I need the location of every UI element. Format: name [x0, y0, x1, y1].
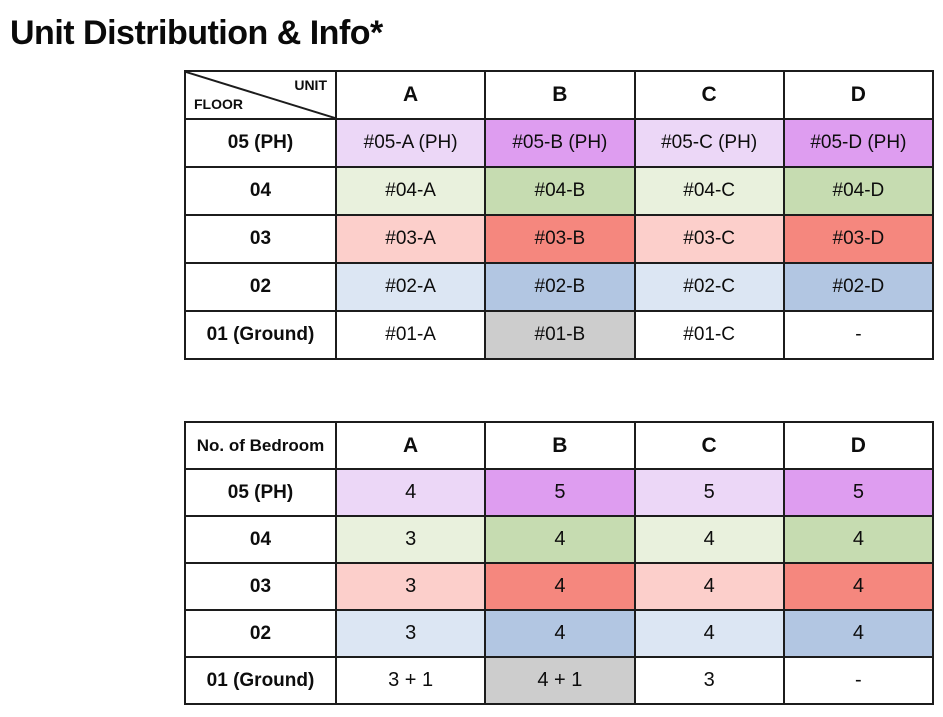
page-title: Unit Distribution & Info*: [10, 14, 383, 52]
unit-cell: #01-C: [633, 310, 785, 360]
bedroom-cell: 5: [633, 468, 785, 517]
unit-cell: #01-B: [484, 310, 636, 360]
bedroom-count-table: No. of Bedroom A B C D 05 (PH) 4 5 5 5 0…: [184, 421, 935, 705]
bedroom-cell: 3: [334, 562, 487, 611]
unit-cell: #01-A: [334, 310, 487, 360]
unit-cell: #04-A: [334, 166, 487, 216]
diagonal-divider: [186, 72, 335, 118]
unit-cell: #03-C: [633, 214, 785, 264]
table-row: 01 (Ground) 3 + 1 4 + 1 3 -: [184, 656, 935, 705]
unit-cell: #03-D: [782, 214, 935, 264]
table-row: 05 (PH) 4 5 5 5: [184, 468, 935, 517]
column-header-b: B: [484, 70, 636, 120]
column-header-c: C: [633, 421, 785, 470]
column-header-c: C: [633, 70, 785, 120]
corner-floor-label: FLOOR: [194, 96, 243, 112]
column-header-d: D: [782, 70, 935, 120]
floor-label: 04: [184, 166, 337, 216]
bedroom-cell: 3 + 1: [334, 656, 487, 705]
column-header-d: D: [782, 421, 935, 470]
floor-label: 03: [184, 214, 337, 264]
unit-distribution-table: UNIT FLOOR A B C D 05 (PH) #05-A (PH) #0…: [184, 70, 935, 360]
bedroom-cell: 4: [484, 562, 636, 611]
bedroom-cell: 4: [782, 515, 935, 564]
table-row: 03 3 4 4 4: [184, 562, 935, 611]
bedroom-cell: 3: [334, 515, 487, 564]
bedroom-header-label: No. of Bedroom: [184, 421, 337, 470]
unit-cell: #02-D: [782, 262, 935, 312]
bedroom-cell: 4: [633, 515, 785, 564]
floor-label: 02: [184, 609, 337, 658]
table-row: 04 3 4 4 4: [184, 515, 935, 564]
bedroom-table-header-row: No. of Bedroom A B C D: [184, 421, 935, 470]
floor-label: 01 (Ground): [184, 656, 337, 705]
table-row: 02 #02-A #02-B #02-C #02-D: [184, 262, 935, 312]
floor-label: 04: [184, 515, 337, 564]
unit-table-header-row: UNIT FLOOR A B C D: [184, 70, 935, 120]
unit-cell: #02-A: [334, 262, 487, 312]
table-row: 02 3 4 4 4: [184, 609, 935, 658]
bedroom-cell: 4: [484, 609, 636, 658]
unit-cell: #05-D (PH): [782, 118, 935, 168]
corner-unit-label: UNIT: [294, 77, 327, 93]
table-row: 01 (Ground) #01-A #01-B #01-C -: [184, 310, 935, 360]
bedroom-cell: 3: [633, 656, 785, 705]
bedroom-cell: 4: [782, 562, 935, 611]
bedroom-cell: 4: [782, 609, 935, 658]
unit-cell: #03-B: [484, 214, 636, 264]
floor-label: 05 (PH): [184, 468, 337, 517]
bedroom-cell: 4: [334, 468, 487, 517]
bedroom-cell: 5: [782, 468, 935, 517]
column-header-b: B: [484, 421, 636, 470]
bedroom-cell: 4 + 1: [484, 656, 636, 705]
unit-cell: #05-C (PH): [633, 118, 785, 168]
table-row: 04 #04-A #04-B #04-C #04-D: [184, 166, 935, 216]
bedroom-cell: -: [782, 656, 935, 705]
bedroom-cell: 5: [484, 468, 636, 517]
table-row: 03 #03-A #03-B #03-C #03-D: [184, 214, 935, 264]
unit-cell: #04-C: [633, 166, 785, 216]
bedroom-cell: 4: [484, 515, 636, 564]
floor-unit-corner-cell: UNIT FLOOR: [184, 70, 337, 120]
bedroom-cell: 4: [633, 562, 785, 611]
unit-cell: #02-B: [484, 262, 636, 312]
unit-cell: -: [782, 310, 935, 360]
unit-cell: #05-B (PH): [484, 118, 636, 168]
floor-label: 01 (Ground): [184, 310, 337, 360]
floor-label: 02: [184, 262, 337, 312]
unit-cell: #03-A: [334, 214, 487, 264]
unit-cell: #05-A (PH): [334, 118, 487, 168]
table-row: 05 (PH) #05-A (PH) #05-B (PH) #05-C (PH)…: [184, 118, 935, 168]
column-header-a: A: [334, 421, 487, 470]
floor-label: 03: [184, 562, 337, 611]
floor-label: 05 (PH): [184, 118, 337, 168]
column-header-a: A: [334, 70, 487, 120]
unit-cell: #04-D: [782, 166, 935, 216]
unit-cell: #02-C: [633, 262, 785, 312]
bedroom-cell: 3: [334, 609, 487, 658]
bedroom-cell: 4: [633, 609, 785, 658]
unit-cell: #04-B: [484, 166, 636, 216]
